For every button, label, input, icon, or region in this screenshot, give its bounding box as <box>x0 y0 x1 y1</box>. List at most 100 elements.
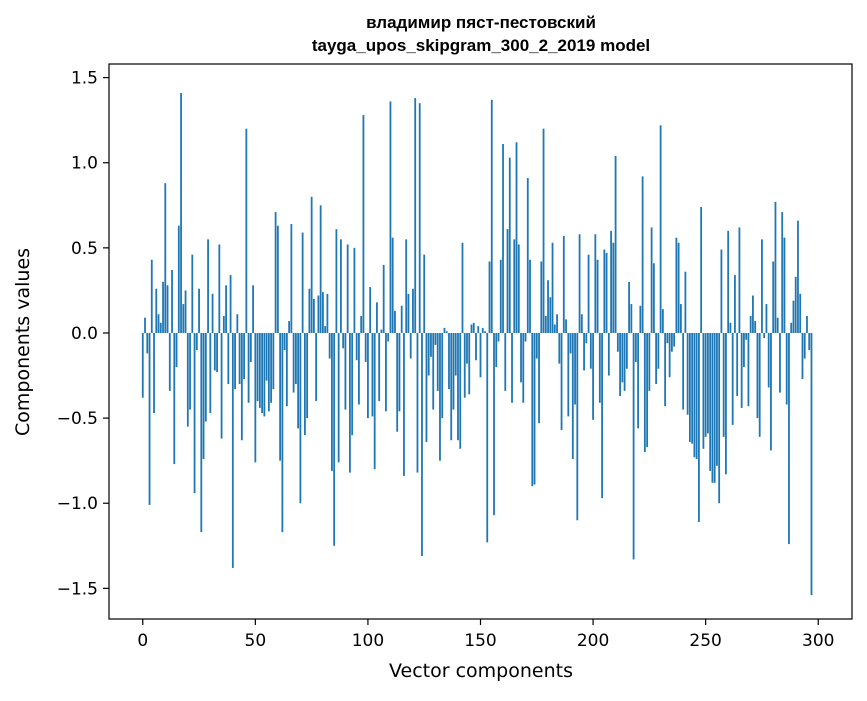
bar-139 <box>454 332 457 376</box>
bar-50 <box>254 332 257 463</box>
bar-184 <box>556 314 558 333</box>
bar-169 <box>522 332 525 403</box>
bar-187 <box>562 235 565 333</box>
x-axis: 0 50 100 150 200 250 300 <box>137 619 834 651</box>
bar-210 <box>614 155 617 333</box>
bar-147 <box>472 322 475 333</box>
y-tick-label-1: −1.0 <box>57 494 98 514</box>
bar-215 <box>625 332 628 369</box>
bar-162 <box>506 229 509 333</box>
bar-202 <box>596 259 599 333</box>
bar-99 <box>364 332 367 362</box>
bar-212 <box>619 332 621 396</box>
bar-44 <box>240 332 243 441</box>
bar-17 <box>180 92 182 333</box>
x-tick-label-200: 200 <box>577 631 609 651</box>
bar-124 <box>421 332 423 557</box>
bar-63 <box>283 332 286 351</box>
bar-35 <box>220 332 223 439</box>
bar-201 <box>594 234 597 333</box>
bar-115 <box>400 305 403 333</box>
bar-106 <box>380 329 383 333</box>
bar-249 <box>702 332 705 449</box>
bar-200 <box>592 332 594 420</box>
bar-8 <box>159 322 162 333</box>
bar-128 <box>430 332 432 357</box>
bar-118 <box>407 293 410 333</box>
bar-15 <box>175 332 178 368</box>
bar-145 <box>468 332 471 395</box>
bar-27 <box>202 332 205 459</box>
bar-222 <box>641 176 644 333</box>
bar-82 <box>326 293 329 333</box>
bar-48 <box>249 332 252 362</box>
bar-248 <box>700 207 703 333</box>
bar-24 <box>195 332 198 351</box>
bar-60 <box>276 225 279 333</box>
bar-224 <box>646 332 649 448</box>
bar-49 <box>252 285 254 333</box>
bar-151 <box>481 327 484 333</box>
bar-5 <box>153 332 155 414</box>
bar-31 <box>211 293 214 333</box>
y-tick-label-6: 1.5 <box>71 69 98 89</box>
bar-170 <box>524 332 527 342</box>
bar-296 <box>808 332 811 351</box>
bar-229 <box>657 332 660 369</box>
bar-122 <box>416 332 419 473</box>
bar-263 <box>734 275 736 333</box>
bar-84 <box>331 332 333 471</box>
bar-207 <box>607 332 610 376</box>
bar-105 <box>378 332 381 402</box>
bar-125 <box>423 254 426 333</box>
bar-137 <box>450 332 453 441</box>
bar-223 <box>643 332 646 453</box>
bar-216 <box>628 281 630 333</box>
bar-86 <box>335 229 338 333</box>
bar-67 <box>292 332 295 393</box>
y-tick-label-4: 0.5 <box>71 239 98 259</box>
bar-209 <box>612 242 615 333</box>
bar-176 <box>538 332 540 424</box>
bar-148 <box>475 332 477 361</box>
bar-256 <box>718 332 721 504</box>
bar-88 <box>340 239 342 333</box>
bar-109 <box>387 332 390 342</box>
bar-92 <box>349 332 351 473</box>
bar-18 <box>182 304 185 333</box>
bar-175 <box>535 332 538 359</box>
bar-57 <box>270 332 273 403</box>
bar-228 <box>655 332 658 385</box>
bar-1 <box>144 317 146 333</box>
bar-258 <box>722 332 725 437</box>
bar-68 <box>294 332 297 385</box>
bar-213 <box>621 332 624 383</box>
bar-246 <box>695 332 698 459</box>
bar-97 <box>360 315 363 333</box>
bar-41 <box>234 332 236 390</box>
bar-77 <box>315 332 318 402</box>
bar-181 <box>549 297 552 333</box>
bar-29 <box>207 239 209 333</box>
x-axis-label: Vector components <box>389 660 573 682</box>
bar-217 <box>630 304 633 333</box>
bar-285 <box>783 237 786 333</box>
bar-290 <box>794 276 797 333</box>
bar-177 <box>540 261 543 333</box>
bars-group <box>141 92 813 596</box>
bar-72 <box>303 332 306 436</box>
bar-160 <box>502 144 504 333</box>
bar-203 <box>598 332 601 403</box>
bar-42 <box>236 314 239 333</box>
bar-240 <box>682 332 685 410</box>
bar-89 <box>342 332 345 349</box>
bar-247 <box>698 332 700 522</box>
bar-274 <box>758 332 761 437</box>
bar-164 <box>511 332 513 403</box>
bar-254 <box>713 332 716 483</box>
bar-36 <box>222 315 225 333</box>
bar-289 <box>792 300 795 333</box>
bar-205 <box>603 249 606 333</box>
bar-219 <box>634 332 637 362</box>
x-tick-label-300: 300 <box>802 631 834 651</box>
